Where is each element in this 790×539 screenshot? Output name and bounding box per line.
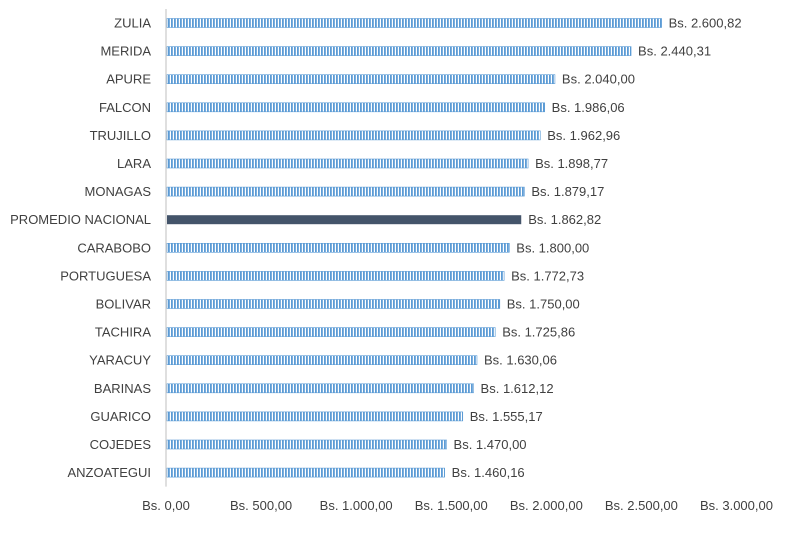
x-tick-label: Bs. 3.000,00 [700, 498, 773, 513]
category-label: PROMEDIO NACIONAL [10, 212, 151, 227]
category-label: CARABOBO [77, 240, 151, 255]
x-tick-label: Bs. 1.000,00 [320, 498, 393, 513]
x-tick-label: Bs. 500,00 [230, 498, 292, 513]
value-label: Bs. 1.470,00 [454, 437, 527, 452]
bar [166, 18, 662, 28]
category-label: FALCON [99, 100, 151, 115]
category-labels: ZULIA MERIDA APURE FALCON TRUJILLO LARA MONAGA… [10, 16, 151, 481]
bar [166, 439, 447, 450]
category-label: APURE [106, 72, 151, 87]
value-label: Bs. 1.986,06 [552, 100, 625, 115]
category-label: ANZOATEGUI [67, 465, 151, 480]
bar [166, 271, 505, 281]
value-label: Bs. 1.630,06 [484, 353, 557, 368]
bar [166, 186, 525, 197]
bar [166, 467, 445, 478]
bar [166, 411, 464, 422]
value-label: Bs. 2.440,31 [638, 44, 711, 59]
bars-layer [166, 18, 662, 478]
category-label: GUARICO [90, 409, 151, 424]
value-label: Bs. 2.040,00 [562, 72, 635, 87]
value-label: Bs. 1.555,17 [470, 409, 543, 424]
value-label: Bs. 1.612,12 [481, 381, 554, 396]
category-label: LARA [117, 156, 151, 171]
bar [166, 158, 529, 169]
bar [166, 299, 501, 309]
x-tick-label: Bs. 1.500,00 [415, 498, 488, 513]
category-label: BOLIVAR [96, 297, 151, 312]
category-label: MERIDA [100, 44, 151, 59]
category-label: MONAGAS [85, 184, 152, 199]
value-label: Bs. 1.800,00 [516, 240, 589, 255]
category-label: COJEDES [90, 437, 152, 452]
category-label: PORTUGUESA [60, 268, 151, 283]
x-tick-label: Bs. 2.500,00 [605, 498, 678, 513]
value-label: Bs. 1.772,73 [511, 268, 584, 283]
bar [166, 243, 510, 253]
bar [166, 74, 556, 84]
bar [166, 355, 478, 366]
bar [166, 383, 474, 394]
value-label: Bs. 1.750,00 [507, 297, 580, 312]
category-label: TRUJILLO [90, 128, 151, 143]
category-label: ZULIA [114, 16, 151, 31]
value-label: Bs. 1.725,86 [502, 325, 575, 340]
category-label: TACHIRA [95, 325, 151, 340]
category-label: BARINAS [94, 381, 151, 396]
x-axis-tick-labels: Bs. 0,00 Bs. 500,00 Bs. 1.000,00 Bs. 1.500,… [142, 498, 773, 513]
category-label: YARACUY [89, 353, 151, 368]
x-tick-label: Bs. 0,00 [142, 498, 190, 513]
value-label: Bs. 1.962,96 [547, 128, 620, 143]
bar [166, 46, 632, 56]
bar-promedio-nacional [167, 215, 522, 225]
value-label: Bs. 1.879,17 [531, 184, 604, 199]
bar [166, 102, 545, 113]
value-label: Bs. 1.460,16 [452, 465, 525, 480]
value-label: Bs. 2.600,82 [669, 16, 742, 31]
value-label: Bs. 1.862,82 [528, 212, 601, 227]
value-label: Bs. 1.898,77 [535, 156, 608, 171]
bar [166, 327, 496, 337]
x-tick-label: Bs. 2.000,00 [510, 498, 583, 513]
bar [166, 130, 541, 141]
